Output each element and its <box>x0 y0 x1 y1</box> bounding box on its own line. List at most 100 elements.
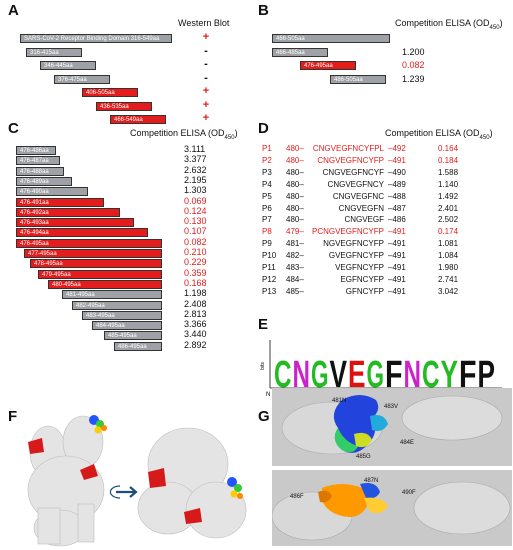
panel-c-title: Competition ELISA (OD450) <box>130 128 238 141</box>
bar-b-2: 466-485aa <box>272 47 328 57</box>
peptide-sequence: CNGVEGFNCY <box>327 179 384 189</box>
peptide-sequence: EGFNCYFP <box>340 274 384 284</box>
peptide-end: –492 <box>388 144 406 153</box>
epitope-patch-1 <box>89 415 107 434</box>
sign-a-3: - <box>204 58 208 70</box>
spike-top-view <box>137 427 247 539</box>
peptide-row: P7 480– CNGVEGF –486 2.502 <box>262 215 507 226</box>
panel-g-label: G <box>258 408 270 425</box>
value-c-1: 3.111 <box>184 144 206 154</box>
bar-a-3: 346-445aa <box>40 61 96 70</box>
peptide-row: P9 481– NGVEGFNCYFP –491 1.081 <box>262 239 507 250</box>
closeup-bottom <box>272 470 512 546</box>
panel-b-label: B <box>258 2 269 19</box>
logo-ylabel: bits <box>260 362 266 370</box>
bar-c-7: 476-492aa <box>16 207 120 217</box>
peptide-id: P6 <box>262 203 272 213</box>
bar-c-9: 476-494aa <box>16 228 148 238</box>
value-c-15: 1.198 <box>184 288 207 299</box>
peptide-start: 484– <box>286 274 304 284</box>
peptide-id: P1 <box>262 144 272 153</box>
peptide-start: 482– <box>286 251 304 261</box>
peptide-sequence: CNGVEGF <box>344 215 384 225</box>
value-c-10: 0.082 <box>184 236 207 247</box>
bar-c-15: 481-495aa <box>62 290 162 300</box>
bar-a-2: 316-415aa <box>26 47 82 57</box>
peptide-id: P3 <box>262 167 272 177</box>
peptide-end: –491 <box>388 286 406 296</box>
peptide-sequence: PCNGVEGFNCYFP <box>311 227 384 237</box>
peptide-sequence: CNGVEGFNCYF <box>322 167 384 177</box>
logo-letter: E <box>348 354 366 396</box>
peptide-start: 480– <box>286 203 304 213</box>
peptide-end: –491 <box>388 227 406 237</box>
peptide-sequence: VEGFNCYFP <box>335 263 384 272</box>
peptide-id: P9 <box>262 239 272 249</box>
bar-a-7: 466-549aa <box>110 115 166 124</box>
peptide-start: 480– <box>286 215 304 225</box>
peptide-od-value: 1.980 <box>438 263 459 272</box>
bar-c-12: 478-495aa <box>30 259 162 269</box>
panel-d-label: D <box>258 120 269 137</box>
logo-letter: V <box>330 354 348 396</box>
peptide-row: P10 482– GVEGFNCYFP –491 1.084 <box>262 251 507 262</box>
peptide-sequence: GFNCYFP <box>345 286 384 296</box>
peptide-od-value: 1.588 <box>438 167 459 177</box>
peptide-end: –491 <box>388 263 406 272</box>
panel-a-label: A <box>8 2 19 19</box>
value-c-6: 0.069 <box>184 195 207 206</box>
peptide-end: –491 <box>388 274 406 284</box>
peptide-od-value: 0.174 <box>438 227 459 237</box>
peptide-start: 480– <box>286 167 304 177</box>
peptide-row: P12 484– EGFNCYFP –491 2.741 <box>262 275 507 286</box>
peptide-id: P4 <box>262 179 272 189</box>
peptide-id: P12 <box>262 274 277 284</box>
peptide-od-value: 3.042 <box>438 286 459 296</box>
peptide-sequence: NGVEGFNCYFP <box>323 239 384 249</box>
peptide-id: P11 <box>262 263 276 272</box>
peptide-row: P5 480– CNGVEGFNC –488 1.492 <box>262 192 507 203</box>
value-c-20: 2.892 <box>184 339 207 350</box>
bar-c-14: 480-495aa <box>48 279 162 289</box>
peptide-end: –488 <box>388 191 406 201</box>
panel-b-title: Competition ELISA (OD450) <box>395 18 503 31</box>
sign-a-2: - <box>204 44 208 57</box>
peptide-end: –491 <box>388 239 406 249</box>
bar-c-11: 477-495aa <box>24 249 162 258</box>
peptide-start: 480– <box>286 144 304 153</box>
bar-c-5: 476-490aa <box>16 187 88 197</box>
bar-a-4: 376-475aa <box>54 74 110 84</box>
peptide-id: P5 <box>262 191 272 201</box>
logo-letter: C <box>274 354 292 396</box>
bar-c-3: 476-488aa <box>16 166 64 176</box>
peptide-end: –490 <box>388 167 406 177</box>
peptide-row: P13 485– GFNCYFP –491 3.042 <box>262 287 507 298</box>
logo-letter: G <box>367 354 385 396</box>
peptide-sequence: CNGVEGFNC <box>332 191 384 201</box>
peptide-start: 480– <box>286 179 304 189</box>
peptide-sequence: CNGVEGFNCYFP <box>317 155 384 165</box>
peptide-start: 483– <box>286 263 304 272</box>
epitope-closeup-render: 481N 483V 484E 485G 487N 486F 490F <box>272 388 512 546</box>
peptide-od-value: 1.492 <box>438 191 459 201</box>
peptide-sequence: GVEGFNCYFP <box>328 251 384 261</box>
peptide-row: P11 483– VEGFNCYFP –491 1.980 <box>262 263 507 274</box>
logo-letter: C <box>422 354 440 396</box>
value-c-11: 0.210 <box>184 247 207 257</box>
bar-b-3: 476-495aa <box>300 61 356 70</box>
logo-letter: Y <box>441 354 459 396</box>
peptide-row: P1 480– CNGVEGFNCYFPL –492 0.164 <box>262 144 507 155</box>
value-c-13: 0.359 <box>184 267 207 278</box>
peptide-start: 480– <box>286 191 304 201</box>
value-c-4: 2.195 <box>184 174 207 185</box>
value-b-2: 1.200 <box>402 46 425 57</box>
peptide-end: –487 <box>388 203 406 213</box>
bar-c-8: 476-493aa <box>16 218 134 228</box>
value-c-3: 2.632 <box>184 164 207 175</box>
bar-c-19: 485-495aa <box>104 331 162 341</box>
bar-c-2: 476-487aa <box>16 156 60 166</box>
panel-d-title: Competition ELISA (OD450) <box>385 128 493 141</box>
peptide-od-value: 1.084 <box>438 251 459 261</box>
bar-a-5: 406-505aa <box>82 88 138 97</box>
